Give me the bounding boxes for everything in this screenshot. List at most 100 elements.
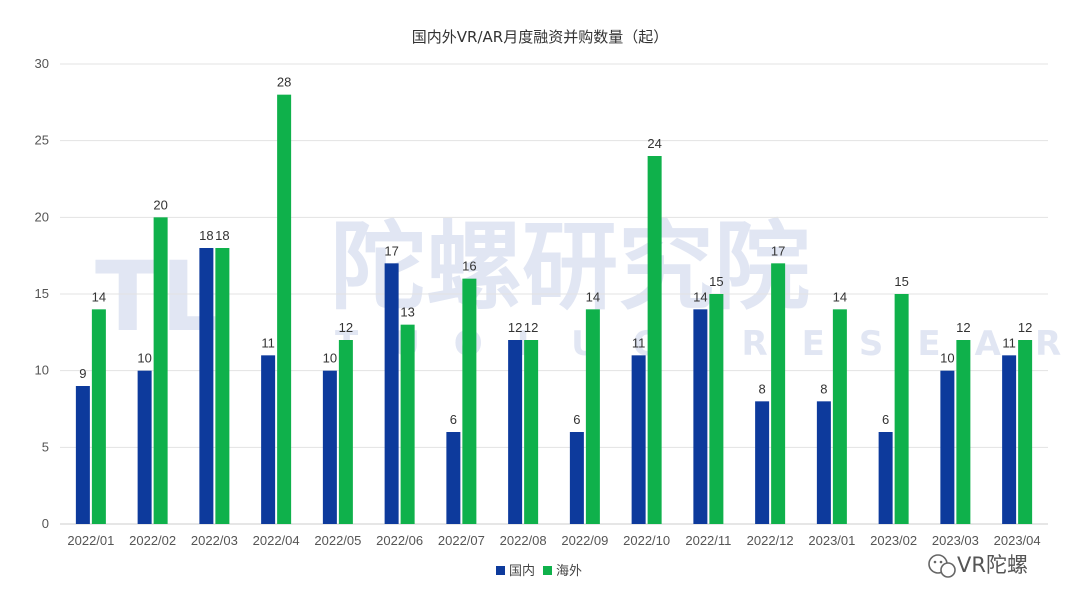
y-tick-label: 30	[35, 56, 49, 71]
y-axis: 0 5 10 15 20 25 30	[35, 56, 49, 531]
x-tick-label: 2023/02	[870, 533, 917, 548]
bar-overseas	[524, 340, 539, 524]
bar-overseas	[832, 309, 847, 524]
x-tick-label: 2022/02	[129, 533, 176, 548]
bar-domestic	[816, 401, 831, 524]
bar-overseas	[215, 248, 230, 524]
legend-label: 国内	[509, 563, 535, 579]
bar-domestic	[878, 432, 893, 524]
bar-domestic	[631, 355, 646, 524]
data-label: 8	[759, 381, 766, 396]
data-label: 28	[277, 75, 291, 90]
data-label: 14	[693, 289, 707, 304]
data-label: 9	[79, 366, 86, 381]
bar-domestic	[261, 355, 276, 524]
bar-domestic	[1002, 355, 1017, 524]
y-tick-label: 0	[42, 516, 49, 531]
x-tick-label: 2023/01	[808, 533, 855, 548]
x-tick-label: 2022/06	[376, 533, 423, 548]
data-label: 10	[940, 351, 954, 366]
x-tick-label: 2022/01	[67, 533, 114, 548]
watermark-en-text: TUOLUO RESEARCH	[335, 324, 1080, 364]
bar-overseas	[153, 217, 168, 525]
x-tick-label: 2022/05	[314, 533, 361, 548]
bar-domestic	[508, 340, 523, 524]
bar-overseas	[709, 294, 724, 524]
data-label: 11	[632, 335, 646, 350]
bar-domestic	[384, 263, 399, 524]
x-tick-label: 2022/11	[685, 533, 731, 548]
wechat-badge: VR陀螺	[928, 553, 1028, 578]
data-label: 17	[384, 243, 398, 258]
x-tick-label: 2022/10	[623, 533, 670, 548]
x-tick-label: 2022/12	[747, 533, 794, 548]
data-label: 14	[833, 289, 847, 304]
bar-domestic	[75, 386, 90, 524]
chart-title: 国内外VR/AR月度融资并购数量（起）	[412, 28, 668, 46]
data-label: 14	[586, 289, 600, 304]
y-tick-label: 10	[35, 363, 49, 378]
data-label: 18	[215, 228, 229, 243]
bar-overseas	[338, 340, 353, 524]
data-label: 12	[1018, 320, 1032, 335]
data-label: 18	[199, 228, 213, 243]
wechat-account-name: VR陀螺	[957, 553, 1028, 577]
bar-domestic	[446, 432, 461, 524]
data-label: 15	[709, 274, 723, 289]
data-label: 17	[771, 243, 785, 258]
watermark-cn-text: 陀螺研究院	[330, 211, 810, 323]
x-tick-label: 2022/08	[500, 533, 547, 548]
x-axis: 2022/01 2022/02 2022/03 2022/04 2022/05 2022/…	[67, 533, 1040, 548]
x-tick-label: 2022/03	[191, 533, 238, 548]
bar-overseas	[956, 340, 971, 524]
data-label: 14	[92, 289, 106, 304]
bar-overseas	[462, 278, 477, 524]
bar-domestic	[693, 309, 708, 524]
bar-domestic	[569, 432, 584, 524]
bar-domestic	[137, 370, 152, 524]
data-label: 8	[820, 381, 827, 396]
data-label: 10	[323, 351, 337, 366]
x-tick-label: 2022/04	[253, 533, 300, 548]
y-tick-label: 25	[35, 133, 49, 148]
x-tick-label: 2022/07	[438, 533, 485, 548]
bar-overseas	[400, 324, 415, 524]
wechat-icon	[928, 554, 956, 578]
data-label: 16	[462, 259, 476, 274]
bar-overseas	[277, 94, 292, 525]
bar-overseas	[647, 156, 662, 524]
data-label: 11	[261, 335, 275, 350]
y-tick-label: 15	[35, 286, 49, 301]
data-label: 6	[573, 412, 580, 427]
bar-domestic	[199, 248, 214, 524]
data-label: 20	[153, 197, 167, 212]
bar-domestic	[322, 370, 337, 524]
data-label: 13	[400, 305, 414, 320]
bar-overseas	[91, 309, 106, 524]
bar-overseas	[771, 263, 786, 524]
bar-overseas	[1018, 340, 1033, 524]
y-tick-label: 20	[35, 209, 49, 224]
data-label: 12	[524, 320, 538, 335]
legend-swatch	[496, 566, 505, 575]
data-label: 12	[508, 320, 522, 335]
legend-label: 海外	[556, 564, 582, 579]
data-label: 24	[647, 136, 661, 151]
x-tick-label: 2023/04	[994, 533, 1041, 548]
data-label: 12	[339, 320, 353, 335]
legend: 国内 海外	[496, 563, 582, 579]
x-tick-label: 2023/03	[932, 533, 979, 548]
bar-domestic	[940, 370, 955, 524]
data-label: 12	[956, 320, 970, 335]
bar-overseas	[585, 309, 600, 524]
data-label: 15	[894, 274, 908, 289]
data-label: 11	[1002, 335, 1016, 350]
legend-swatch	[543, 566, 552, 575]
x-tick-label: 2022/09	[561, 533, 608, 548]
data-label: 10	[137, 351, 151, 366]
data-label: 6	[450, 412, 457, 427]
bar-overseas	[894, 294, 909, 524]
y-tick-label: 5	[42, 439, 49, 454]
